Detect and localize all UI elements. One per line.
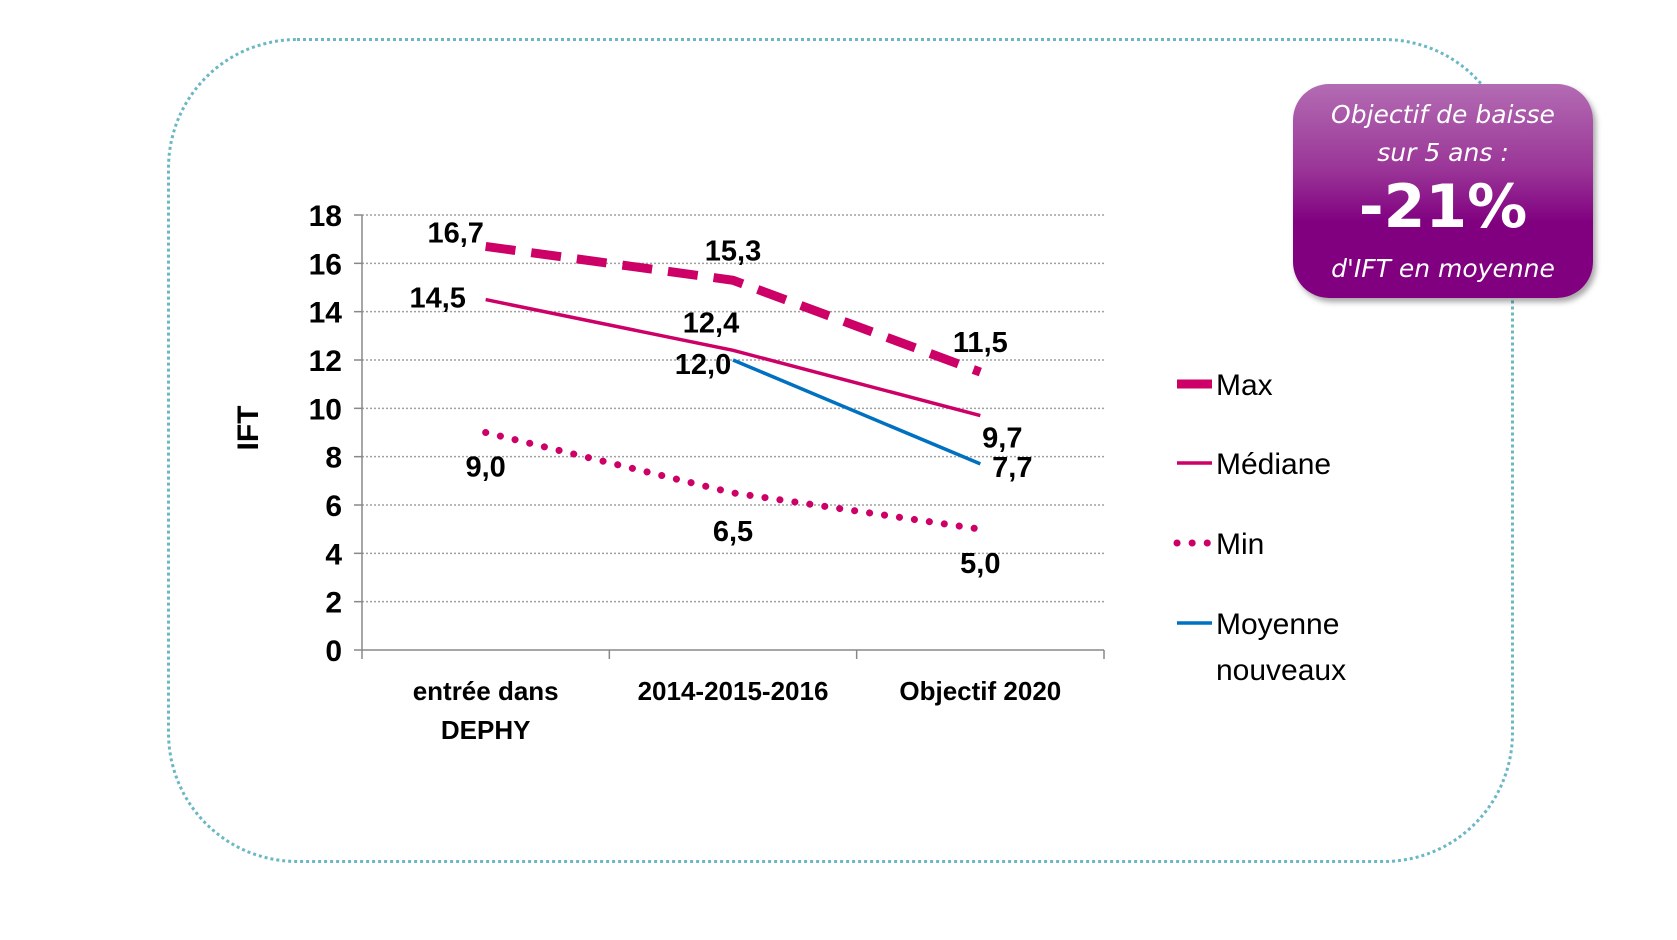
legend-label: Moyenne: [1216, 608, 1339, 641]
data-label: 6,5: [713, 516, 753, 548]
callout-line1: Objectif de baisse: [1331, 100, 1555, 129]
data-label: 14,5: [409, 283, 465, 315]
callout-footer: d'IFT en moyenne: [1331, 254, 1555, 283]
legend-label: Max: [1216, 369, 1273, 402]
y-axis-label: IFT: [232, 406, 265, 451]
y-tick-label: 14: [309, 297, 343, 330]
legend-label: nouveaux: [1216, 654, 1346, 687]
objective-callout: Objectif de baisse sur 5 ans : -21% d'IFT…: [1293, 84, 1593, 298]
data-label: 15,3: [705, 235, 761, 267]
data-label: 12,0: [675, 349, 731, 381]
y-tick-label: 8: [325, 442, 342, 475]
y-tick-label: 10: [309, 393, 342, 426]
data-label: 9,7: [982, 423, 1022, 455]
series-line-max: [485, 241, 982, 377]
series-line-moyenne-nouveaux: [732, 358, 982, 466]
y-tick-label: 0: [325, 635, 342, 668]
y-tick-label: 2: [325, 587, 342, 620]
y-tick-label: 6: [325, 490, 342, 523]
data-label: 12,4: [683, 307, 739, 339]
callout-line2: sur 5 ans :: [1377, 138, 1509, 167]
y-tick-label: 18: [309, 200, 342, 233]
y-tick-label: 12: [309, 345, 342, 378]
data-label: 16,7: [427, 217, 483, 249]
series-line-médiane: [485, 297, 981, 418]
data-label: 7,7: [992, 452, 1032, 484]
y-tick-label: 4: [325, 538, 342, 571]
x-tick-label: entrée dans: [413, 676, 559, 706]
data-label: 11,5: [953, 327, 1008, 359]
callout-heading: Objectif de baisse sur 5 ans :: [1293, 96, 1593, 172]
y-tick-label: 16: [309, 248, 342, 281]
legend-label: Médiane: [1216, 448, 1331, 481]
x-tick-label: 2014-2015-2016: [638, 676, 829, 706]
legend-label: Min: [1216, 528, 1264, 561]
data-label: 5,0: [960, 548, 1000, 580]
series-line-min: [482, 429, 984, 533]
x-tick-label: Objectif 2020: [899, 676, 1061, 706]
rounded-frame: [167, 38, 1514, 863]
x-tick-label: DEPHY: [441, 715, 531, 745]
data-label: 9,0: [466, 452, 506, 484]
callout-value: -21%: [1358, 172, 1528, 242]
